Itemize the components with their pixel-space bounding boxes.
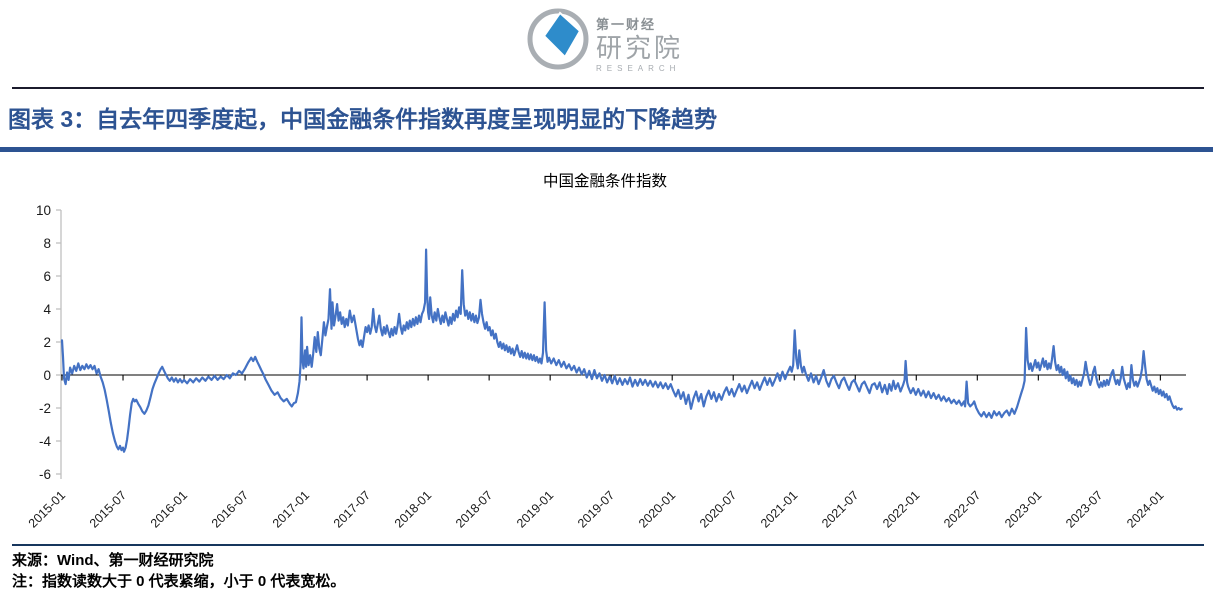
logo-cn-large: 研究院 (596, 33, 684, 63)
title-underline (0, 147, 1213, 152)
top-divider (12, 87, 1204, 89)
bottom-divider (12, 544, 1204, 546)
y-axis-label: -4 (39, 434, 51, 449)
x-axis-label: 2018-07 (453, 488, 495, 530)
note-text: 注：指数读数大于 0 代表紧缩，小于 0 代表宽松。 (12, 573, 346, 590)
source-text: 来源：Wind、第一财经研究院 (12, 552, 214, 569)
logo-text-block: 第一财经 研究院 RESEARCH (596, 14, 706, 73)
x-axis-label: 2018-01 (392, 488, 434, 530)
x-axis-label: 2020-01 (636, 488, 678, 530)
y-axis-label: 8 (43, 236, 51, 251)
x-axis-label: 2023-07 (1063, 488, 1105, 530)
y-axis-label: 10 (36, 203, 51, 218)
y-axis-label: 6 (43, 269, 51, 284)
figure-title: 图表 3：自去年四季度起，中国金融条件指数再度呈现明显的下降趋势 (8, 106, 718, 132)
x-axis-label: 2017-01 (270, 488, 312, 530)
x-axis-label: 2016-07 (209, 488, 251, 530)
x-axis-label: 2024-01 (1124, 488, 1166, 530)
x-axis-label: 2017-07 (331, 488, 373, 530)
logo-cn-small: 第一财经 (596, 17, 657, 32)
y-axis-label: 4 (43, 302, 51, 317)
x-axis-label: 2022-07 (941, 488, 983, 530)
fci-series-line (60, 248, 1183, 453)
logo-globe-icon (527, 8, 589, 70)
x-axis-label: 2020-07 (697, 488, 739, 530)
x-axis-label: 2019-07 (575, 488, 617, 530)
x-axis-label: 2016-01 (148, 488, 190, 530)
y-axis-label: 2 (43, 335, 51, 350)
x-axis-label: 2015-07 (87, 488, 129, 530)
x-axis-label: 2021-01 (758, 488, 800, 530)
x-axis-label: 2015-01 (26, 488, 68, 530)
y-axis-label: 0 (43, 368, 51, 383)
logo-en: RESEARCH (596, 64, 681, 73)
x-axis-label: 2022-01 (880, 488, 922, 530)
x-axis-label: 2023-01 (1002, 488, 1044, 530)
yicai-research-logo (520, 2, 700, 82)
x-axis-label: 2019-01 (514, 488, 556, 530)
y-axis-label: -2 (39, 401, 51, 416)
x-axis-label: 2021-07 (819, 488, 861, 530)
y-axis-label: -6 (39, 467, 51, 482)
chart-title: 中国金融条件指数 (543, 172, 668, 190)
